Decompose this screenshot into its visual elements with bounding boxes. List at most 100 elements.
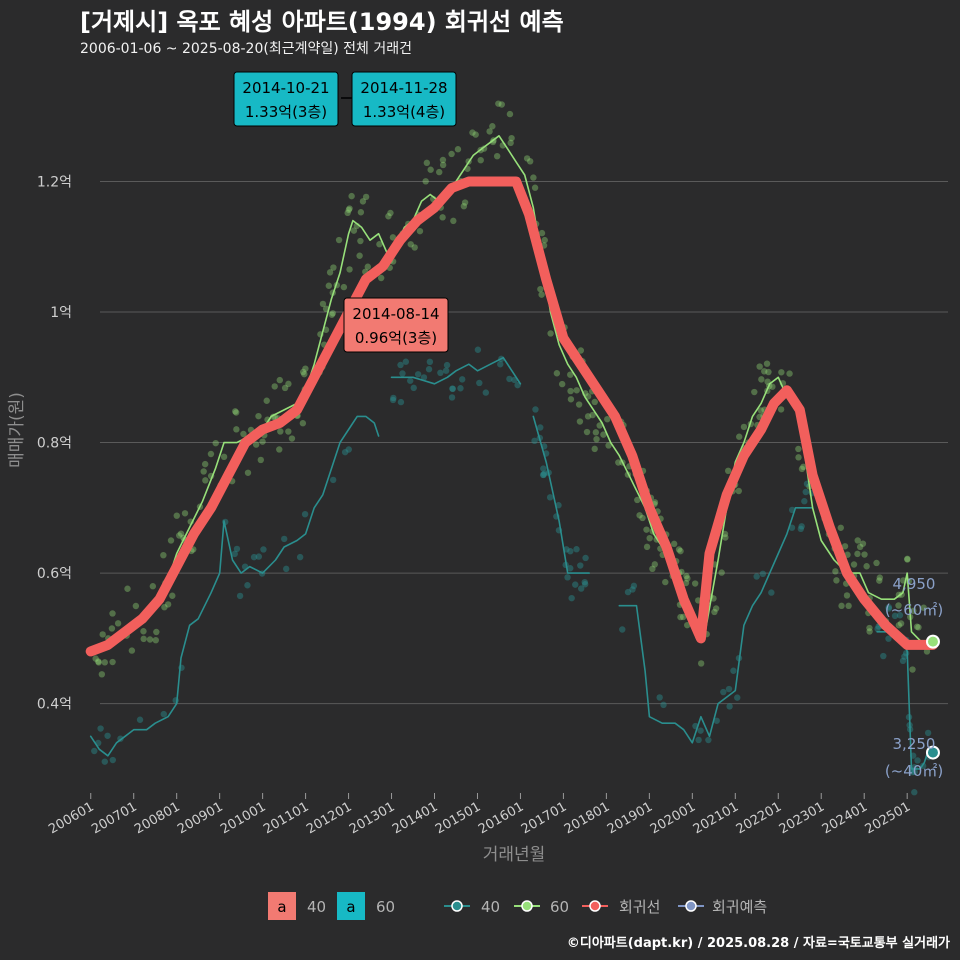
scatter-point-60 <box>761 368 768 375</box>
scatter-point-60 <box>460 202 468 210</box>
scatter-point-60 <box>538 229 546 237</box>
scatter-point-60 <box>837 524 844 531</box>
scatter-point-60 <box>319 300 327 308</box>
scatter-point-60 <box>531 184 539 191</box>
y-axis-label: 매매가(원) <box>7 392 27 468</box>
scatter-point-40 <box>567 548 574 555</box>
scatter-point-60 <box>95 659 102 666</box>
callout-date: 2014-11-28 <box>360 79 447 97</box>
callout-date: 2014-08-14 <box>352 305 439 323</box>
y-tick-label: 0.8억 <box>37 436 72 452</box>
legend-glyph: a <box>277 898 286 916</box>
x-tick-label: 201001 <box>218 799 268 837</box>
legend-line-label-60: 60 <box>550 898 569 916</box>
scatter-point-40 <box>539 471 547 479</box>
scatter-point-60 <box>362 193 370 201</box>
scatter-point-60 <box>530 174 537 181</box>
scatter-point-60 <box>547 330 554 337</box>
scatter-point-40 <box>506 375 513 383</box>
scatter-point-60 <box>201 460 209 468</box>
scatter-point-60 <box>377 274 385 282</box>
scatter-point-60 <box>128 647 136 654</box>
scatter-point-60 <box>348 192 355 200</box>
scatter-point-40 <box>901 653 908 660</box>
scatter-point-40 <box>537 424 544 431</box>
scatter-point-60 <box>558 380 566 388</box>
x-tick-label: 201901 <box>605 799 655 837</box>
scatter-point-40 <box>885 603 893 611</box>
y-tick-label: 0.6억 <box>37 566 72 582</box>
scatter-point-60 <box>712 605 720 612</box>
scatter-point-60 <box>643 543 651 551</box>
scatter-point-40 <box>101 758 108 765</box>
series-line-40 <box>390 356 522 385</box>
scatter-point-60 <box>469 129 476 136</box>
scatter-point-60 <box>92 655 99 662</box>
series-lines <box>85 135 938 770</box>
legend-swatch-40 <box>268 892 296 920</box>
scatter-point-40 <box>911 789 918 796</box>
scatter-point-40 <box>414 371 422 378</box>
scatter-point-60 <box>841 543 849 550</box>
scatter-point-60 <box>649 565 656 573</box>
scatter-point-40 <box>656 694 663 701</box>
scatter-point-60 <box>407 241 414 248</box>
callout-2014-10-21: 2014-10-21 1.33억(3층) <box>233 71 339 127</box>
scatter-point-60 <box>736 433 743 440</box>
scatter-point-60 <box>675 546 683 553</box>
series-line-40 <box>89 415 380 757</box>
scatter-point-60 <box>605 442 612 449</box>
scatter-point-60 <box>915 624 922 631</box>
scatter-point-60 <box>495 100 502 107</box>
scatter-point-40 <box>402 358 410 365</box>
scatter-point-40 <box>909 768 916 776</box>
scatter-point-40 <box>911 768 918 776</box>
scatter-point-40 <box>449 385 456 392</box>
scatter-point-40 <box>255 553 263 560</box>
scatter-point-60 <box>498 101 505 108</box>
scatter-point-60 <box>439 214 446 221</box>
scatter-point-60 <box>288 435 296 442</box>
scatter-point-40 <box>730 667 737 674</box>
scatter-point-40 <box>697 727 704 734</box>
scatter-point-40 <box>564 574 571 581</box>
scatter-point-60 <box>220 453 228 461</box>
scatter-point-60 <box>684 575 691 582</box>
scatter-point-40 <box>802 488 809 496</box>
scatter-point-40 <box>914 757 921 764</box>
legend: a 40 a 60 40 60 회귀선 회귀예측 <box>268 892 767 920</box>
scatter-point-40 <box>572 581 579 588</box>
scatter-point-40 <box>420 374 428 381</box>
scatter-point-60 <box>909 666 916 673</box>
scatter-point-40 <box>582 554 589 562</box>
forecast-dot-40 <box>925 745 940 760</box>
scatter-point-60 <box>477 156 484 164</box>
scatter-point-40 <box>734 694 741 701</box>
scatter-point-60 <box>98 671 106 678</box>
scatter-point-60 <box>920 604 927 611</box>
scatter-point-60 <box>263 397 270 404</box>
scatter-point-60 <box>109 658 116 666</box>
scatter-point-60 <box>244 469 252 476</box>
legend-swatch-60 <box>337 892 365 920</box>
x-tick-label: 201701 <box>519 799 569 837</box>
scatter-point-40 <box>407 377 414 384</box>
scatter-point-60 <box>795 445 802 453</box>
regression-line <box>85 176 938 657</box>
scatter-point-60 <box>573 387 580 394</box>
callout-2014-08-14: 2014-08-14 0.96억(3층) <box>343 297 449 353</box>
y-tick-labels: 0.4억 0.6억 0.8억 1억 1.2억 <box>37 174 72 712</box>
legend-dot-forecast <box>685 900 697 912</box>
scatter-point-60 <box>423 159 431 167</box>
scatter-point-40 <box>540 471 547 479</box>
x-tick-label: 202501 <box>863 799 913 837</box>
scatter-point-60 <box>843 592 851 599</box>
scatter-point-60 <box>833 577 840 584</box>
scatter-point-60 <box>427 166 434 173</box>
scatter-point-60 <box>873 559 880 567</box>
scatter-point-40 <box>705 736 712 744</box>
scatter-point-60 <box>146 636 154 643</box>
scatter-point-40 <box>296 553 304 561</box>
scatter-point-60 <box>109 610 116 617</box>
